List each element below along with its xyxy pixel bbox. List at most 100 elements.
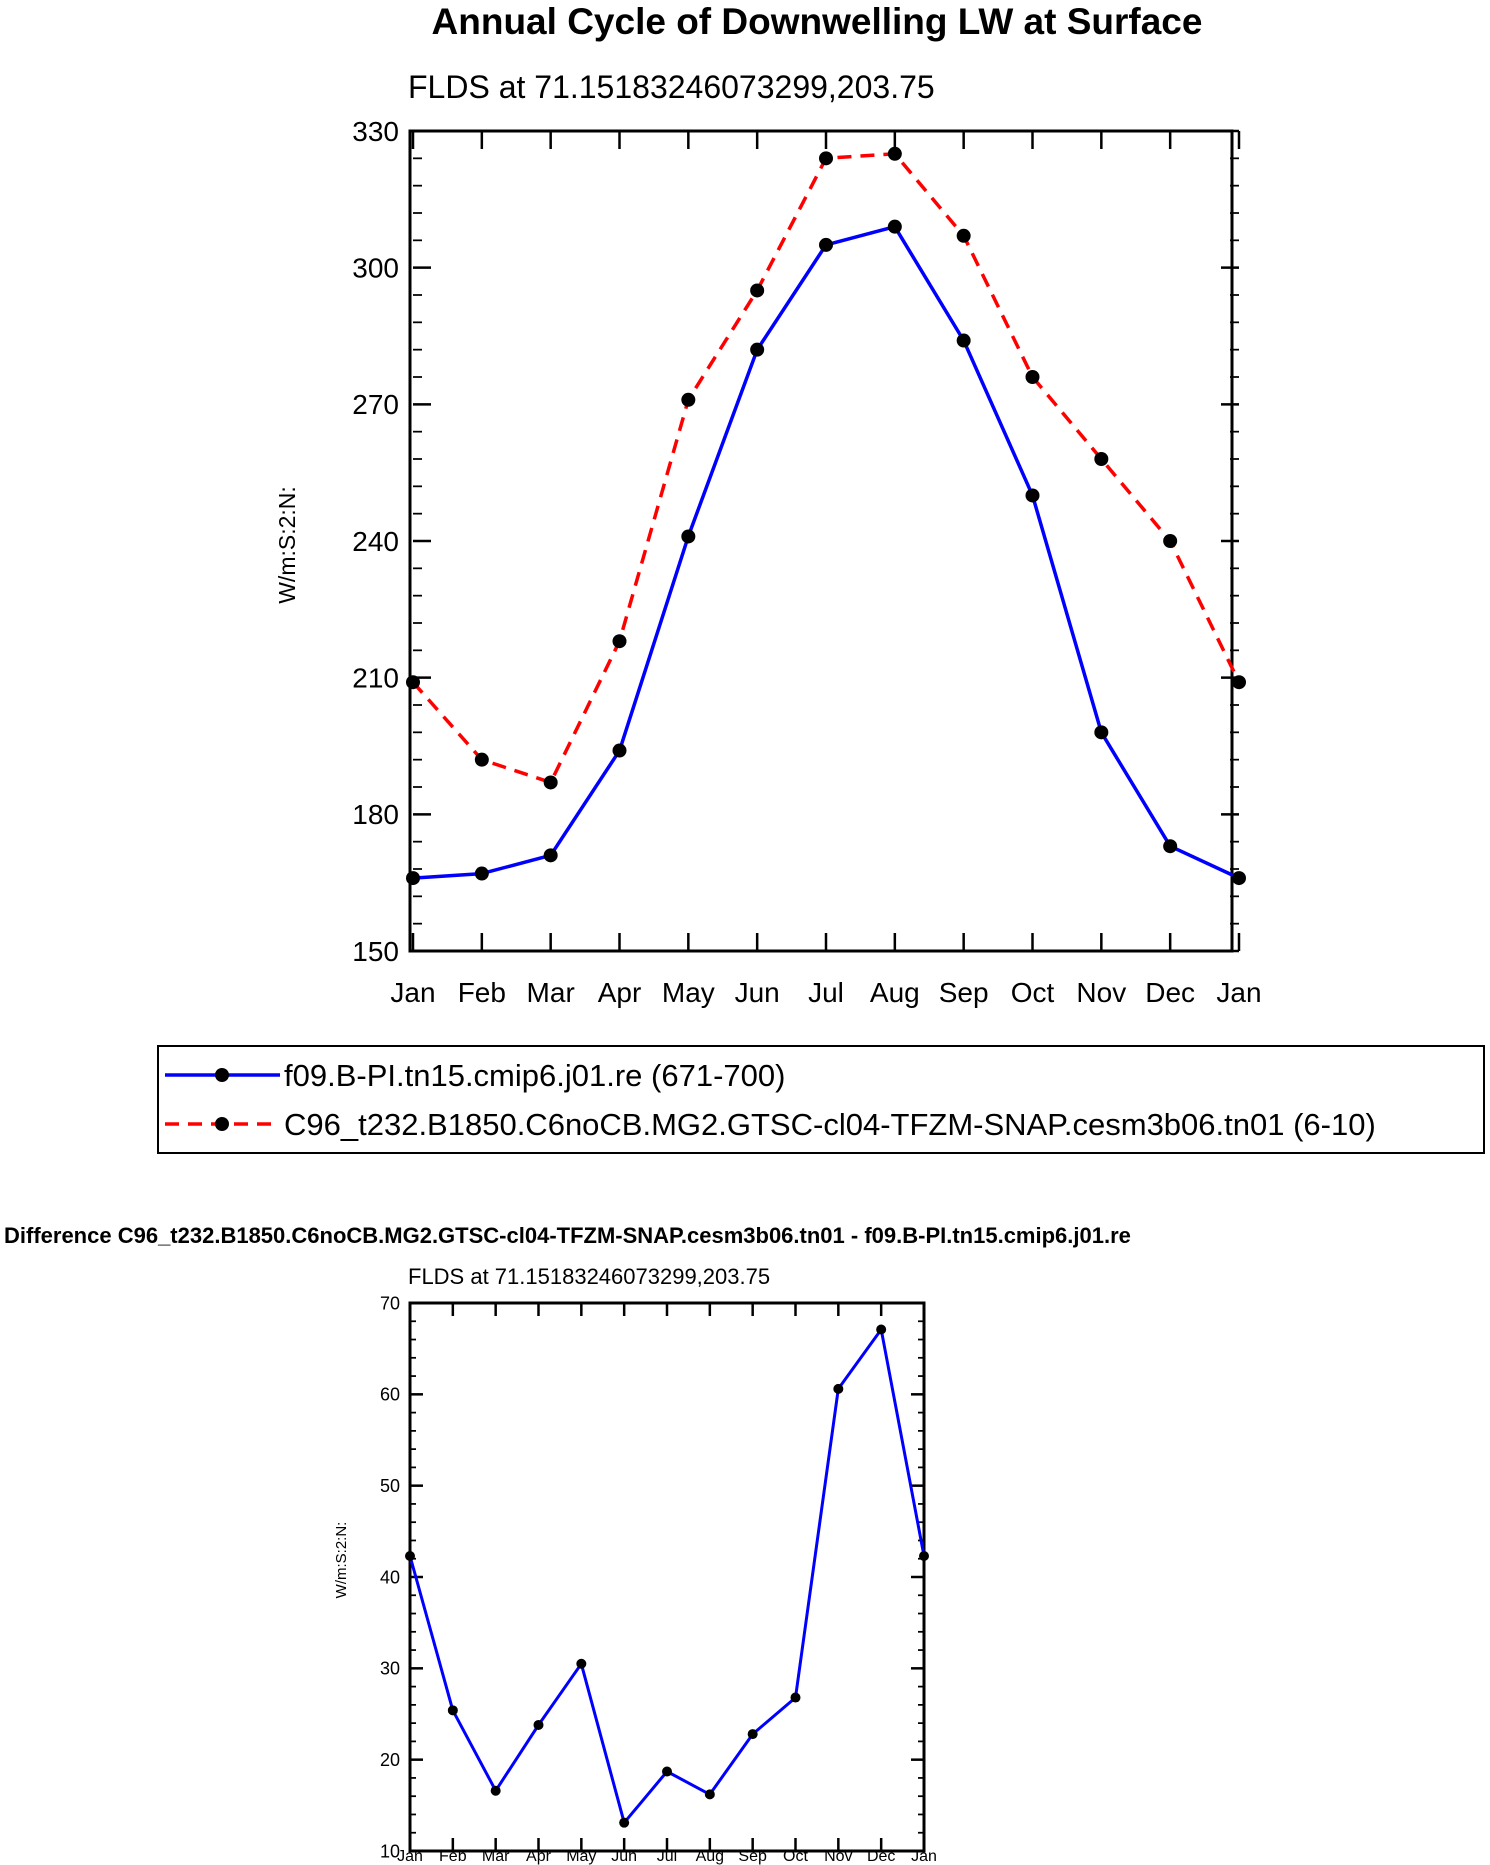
chart-1-y-axis-label: W/m:S:2:N: (274, 486, 300, 604)
series-2-point (1232, 675, 1246, 690)
series-1-point (1094, 725, 1109, 740)
series-2-point (681, 392, 696, 407)
x-tick-label: Nov (824, 1848, 852, 1865)
x-tick-label: Nov (1076, 977, 1126, 1008)
legend-box (157, 1045, 1485, 1154)
series-2-point (750, 283, 765, 298)
legend: f09.B-PI.tn15.cmip6.j01.re (671-700) C96… (157, 1045, 1485, 1154)
series-2-point (406, 675, 420, 690)
x-tick-label: Apr (598, 977, 642, 1008)
series-1-point (406, 871, 420, 886)
y-tick-label: 210 (352, 662, 399, 693)
y-tick-label: 180 (352, 799, 399, 830)
y-tick-label: 50 (380, 1476, 400, 1496)
series-2-point (887, 146, 902, 161)
chart-2-title: Difference C96_t232.B1850.C6noCB.MG2.GTS… (4, 1223, 1131, 1248)
series-1-point (1232, 871, 1246, 886)
y-tick-label: 10 (380, 1841, 400, 1861)
y-tick-label: 30 (380, 1659, 400, 1679)
y-tick-label: 270 (352, 389, 399, 420)
x-tick-label: Oct (1011, 977, 1055, 1008)
series-2-point (474, 752, 489, 767)
chart-2-ticks (408, 1301, 926, 1853)
series-1-point (887, 219, 902, 234)
legend-marker-1 (215, 1068, 229, 1082)
legend-label-2: C96_t232.B1850.C6noCB.MG2.GTSC-cl04-TFZM… (284, 1107, 1376, 1142)
x-tick-label: Mar (527, 977, 575, 1008)
series-2-point (612, 634, 627, 649)
x-tick-label: Oct (783, 1848, 808, 1865)
x-tick-label: Dec (867, 1848, 895, 1865)
legend-label-1: f09.B-PI.tn15.cmip6.j01.re (671-700) (284, 1058, 785, 1093)
y-tick-label: 40 (380, 1567, 400, 1587)
series-2-point (1025, 370, 1040, 384)
series-1-point (447, 1705, 458, 1716)
series-1-point (681, 529, 696, 544)
series-1-point (819, 237, 833, 252)
series-1-point (1025, 488, 1040, 503)
series-line-1 (408, 1328, 926, 1825)
x-tick-label: Dec (1145, 977, 1195, 1008)
series-1-point (1163, 839, 1178, 854)
series-1-point (704, 1789, 715, 1800)
y-tick-label: 70 (380, 1293, 400, 1313)
legend-marker-2 (215, 1117, 229, 1131)
y-tick-label: 240 (352, 526, 399, 557)
x-tick-label: Sep (738, 1848, 767, 1865)
series-2-point (1094, 452, 1109, 466)
difference-chart: Difference C96_t232.B1850.C6noCB.MG2.GTS… (4, 1223, 1131, 1865)
series-1-point (612, 743, 627, 758)
x-tick-label: Feb (458, 977, 506, 1008)
series-2-point (956, 228, 971, 243)
chart-2-subtitle: FLDS at 71.15183246073299,203.75 (408, 1264, 770, 1289)
x-tick-label: Aug (870, 977, 920, 1008)
series-1-point (747, 1729, 758, 1740)
chart-1-ticks (411, 129, 1241, 953)
x-tick-label: May (566, 1848, 596, 1865)
x-tick-label: Apr (526, 1848, 552, 1865)
x-tick-label: Jun (611, 1848, 637, 1865)
chart-1-series (406, 146, 1246, 886)
chart-2-y-axis-label: W/m:S:2:N: (333, 1522, 350, 1599)
x-tick-label: Feb (439, 1848, 467, 1865)
chart-2-y-tick-labels: 10 20 30 40 50 60 70 (380, 1293, 400, 1861)
series-1-point (876, 1324, 887, 1335)
series-1-point (619, 1817, 630, 1828)
series-2-point (819, 151, 833, 166)
y-tick-label: 330 (352, 116, 399, 147)
chart-1-title: Annual Cycle of Downwelling LW at Surfac… (432, 1, 1203, 42)
chart-1-x-tick-labels: Jan Feb Mar Apr May Jun Jul Aug Sep Oct Nov Dec Jan (390, 977, 1261, 1008)
y-tick-label: 60 (380, 1385, 400, 1405)
series-1-point (833, 1383, 844, 1394)
x-tick-label: Jan (390, 977, 435, 1008)
x-tick-label: Jan (911, 1848, 937, 1865)
y-tick-label: 20 (380, 1750, 400, 1770)
annual-cycle-chart: Annual Cycle of Downwelling LW at Surfac… (274, 1, 1262, 1008)
series-2-point (543, 775, 558, 790)
chart-1-y-tick-labels: 150 180 210 240 270 300 330 (352, 116, 399, 967)
series-1-point (919, 1550, 929, 1561)
x-tick-label: May (662, 977, 715, 1008)
y-tick-label: 150 (352, 936, 399, 967)
series-line-1 (412, 224, 1240, 880)
chart-2-series (405, 1324, 929, 1828)
x-tick-label: Jan (1216, 977, 1261, 1008)
series-1-point (790, 1692, 801, 1703)
series-1-point (576, 1658, 587, 1669)
series-1-point (474, 866, 489, 881)
x-tick-label: Jul (808, 977, 844, 1008)
series-1-point (543, 848, 558, 863)
chart-2-x-tick-labels: Jan Feb Mar Apr May Jun Jul Aug Sep Oct Nov Dec Jan (397, 1848, 937, 1865)
x-tick-label: Jul (657, 1848, 677, 1865)
series-2-point (1163, 534, 1178, 548)
x-tick-label: Aug (696, 1848, 724, 1865)
x-tick-label: Jan (397, 1848, 423, 1865)
series-1-point (490, 1785, 501, 1796)
x-tick-label: Jun (735, 977, 780, 1008)
series-1-point (956, 333, 971, 348)
series-1-point (750, 342, 765, 357)
x-tick-label: Sep (939, 977, 989, 1008)
series-1-point (662, 1766, 672, 1777)
x-tick-label: Mar (482, 1848, 510, 1865)
